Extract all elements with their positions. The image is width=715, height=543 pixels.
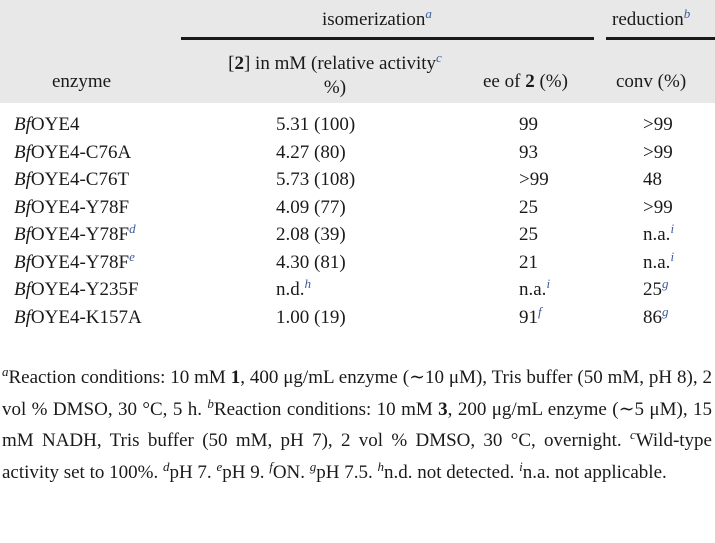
cell-enzyme: BfOYE4-C76T bbox=[14, 169, 130, 190]
cell-ee: 25 bbox=[519, 197, 538, 218]
footnote-h: n.d. not detected. bbox=[384, 461, 520, 483]
cell-enzyme: BfOYE4-K157A bbox=[14, 307, 142, 328]
cell-ee: 91f bbox=[519, 304, 542, 328]
cell-ee: n.a.i bbox=[519, 276, 551, 300]
cell-ee: 93 bbox=[519, 142, 538, 163]
footnote-b-part2: , 200 μg/mL enzyme (∼5 μM), 15 mM NADH, … bbox=[2, 398, 712, 452]
cell-conc: n.d.h bbox=[276, 276, 311, 300]
footnote-key-c: c bbox=[629, 427, 636, 442]
cell-enzyme: BfOYE4-Y235F bbox=[14, 279, 139, 300]
cell-conv: n.a.i bbox=[643, 249, 675, 273]
cell-conv: >99 bbox=[643, 142, 673, 163]
footnote-d: pH 7. bbox=[169, 461, 217, 483]
footnote-key-a: a bbox=[2, 364, 9, 379]
cell-conv: n.a.i bbox=[643, 221, 675, 245]
cell-ee: >99 bbox=[519, 169, 549, 190]
cell-conc: 4.30 (81) bbox=[276, 252, 346, 273]
footnote-key-d: d bbox=[162, 458, 170, 474]
footnote-a-part1: Reaction conditions: 10 mM bbox=[8, 367, 231, 388]
group-header-isomerization: isomerizationa bbox=[322, 6, 432, 30]
footnote-c: Wild-type activity set to 100%. bbox=[2, 430, 712, 483]
table-header-band bbox=[0, 0, 715, 103]
footnote-b-part1: Reaction conditions: 10 mM bbox=[213, 398, 439, 420]
rule-isomerization bbox=[181, 37, 594, 40]
footnote-key-h: h bbox=[377, 458, 385, 474]
cell-enzyme: BfOYE4-Y78Fd bbox=[14, 221, 136, 245]
cell-conv: 25g bbox=[643, 276, 669, 300]
footnote-key-g: g bbox=[309, 458, 317, 474]
cell-conv: >99 bbox=[643, 114, 673, 135]
footnote-a-part2: , 400 μg/mL enzyme (∼10 μM), Tris buffer… bbox=[2, 367, 712, 420]
footnote-a-compound: 1 bbox=[230, 367, 241, 388]
footnote-key-f: f bbox=[269, 458, 273, 474]
cell-conv: 86g bbox=[643, 304, 669, 328]
footnote-e: pH 9. bbox=[222, 461, 270, 483]
footnote-key-i: i bbox=[519, 458, 523, 474]
cell-ee: 25 bbox=[519, 224, 538, 245]
cell-conc: 5.73 (108) bbox=[276, 169, 356, 190]
cell-enzyme: BfOYE4-Y78F bbox=[14, 197, 130, 218]
cell-ee: 21 bbox=[519, 252, 538, 273]
column-header-conv: conv (%) bbox=[616, 71, 687, 92]
cell-conc: 4.09 (77) bbox=[276, 197, 346, 218]
table-footnotes: aReaction conditions: 10 mM 1, 400 μg/mL… bbox=[2, 359, 712, 485]
cell-enzyme: BfOYE4 bbox=[14, 114, 80, 135]
cell-conc: 2.08 (39) bbox=[276, 224, 346, 245]
cell-enzyme: BfOYE4-Y78Fe bbox=[14, 249, 135, 273]
cell-conc: 5.31 (100) bbox=[276, 114, 356, 135]
cell-ee: 99 bbox=[519, 114, 538, 135]
cell-conv: >99 bbox=[643, 197, 673, 218]
column-header-enzyme: enzyme bbox=[52, 71, 112, 92]
footnote-key-b: b bbox=[207, 395, 214, 411]
footnote-i: n.a. not applicable. bbox=[522, 461, 667, 483]
cell-conv: 48 bbox=[643, 169, 662, 190]
cell-conc: 1.00 (19) bbox=[276, 307, 346, 328]
rule-reduction bbox=[606, 37, 715, 40]
column-header-concentration: [2] in mM (relative activityc %) bbox=[195, 46, 475, 100]
cell-conc: 4.27 (80) bbox=[276, 142, 346, 163]
cell-enzyme: BfOYE4-C76A bbox=[14, 142, 132, 163]
column-header-ee: ee of 2 (%) bbox=[483, 71, 568, 92]
group-header-reduction: reductionb bbox=[612, 6, 691, 30]
footnote-key-e: e bbox=[216, 458, 223, 474]
footnote-g: pH 7.5. bbox=[316, 461, 378, 483]
footnote-b-compound: 3 bbox=[438, 398, 448, 420]
column-header-concentration-line2: %) bbox=[323, 77, 347, 98]
footnote-f: ON. bbox=[272, 461, 310, 483]
